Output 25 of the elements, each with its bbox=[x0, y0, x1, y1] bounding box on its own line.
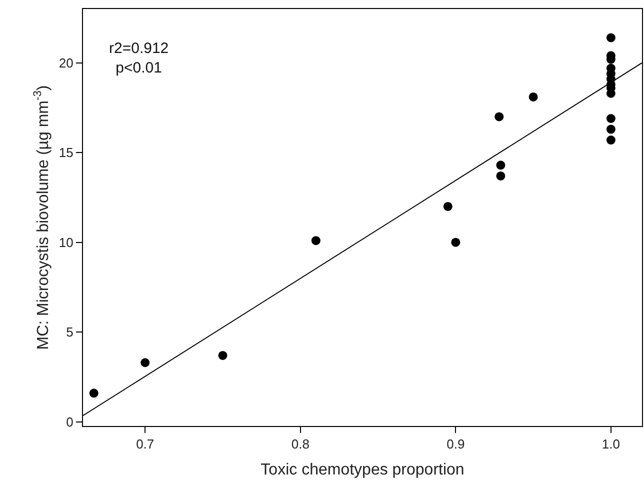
y-tick-label: 0 bbox=[66, 414, 74, 430]
x-tick-label: 1.0 bbox=[602, 436, 620, 452]
point bbox=[311, 236, 320, 246]
x-tick-label: 0.8 bbox=[291, 436, 310, 452]
point bbox=[443, 202, 452, 211]
point bbox=[89, 388, 98, 398]
annotation: r2=0.912 p<0.01 bbox=[109, 40, 169, 76]
y-tick-label: 5 bbox=[66, 324, 74, 340]
y-tick-label: 15 bbox=[58, 145, 74, 160]
x-tick-label: 0.9 bbox=[446, 436, 465, 452]
point bbox=[606, 33, 616, 42]
point bbox=[496, 160, 506, 170]
point bbox=[496, 171, 506, 180]
x-axis-title: Toxic chemotypes proportion bbox=[260, 461, 464, 478]
point bbox=[140, 358, 150, 368]
x-tick-label: 0.7 bbox=[136, 436, 154, 452]
point bbox=[528, 92, 538, 102]
y-tick-label: 10 bbox=[58, 234, 74, 250]
point bbox=[606, 114, 616, 123]
point bbox=[218, 350, 228, 360]
point bbox=[494, 112, 504, 122]
point bbox=[606, 136, 616, 145]
y-tick-label: 20 bbox=[58, 55, 74, 70]
point bbox=[451, 238, 460, 247]
point bbox=[606, 124, 616, 134]
